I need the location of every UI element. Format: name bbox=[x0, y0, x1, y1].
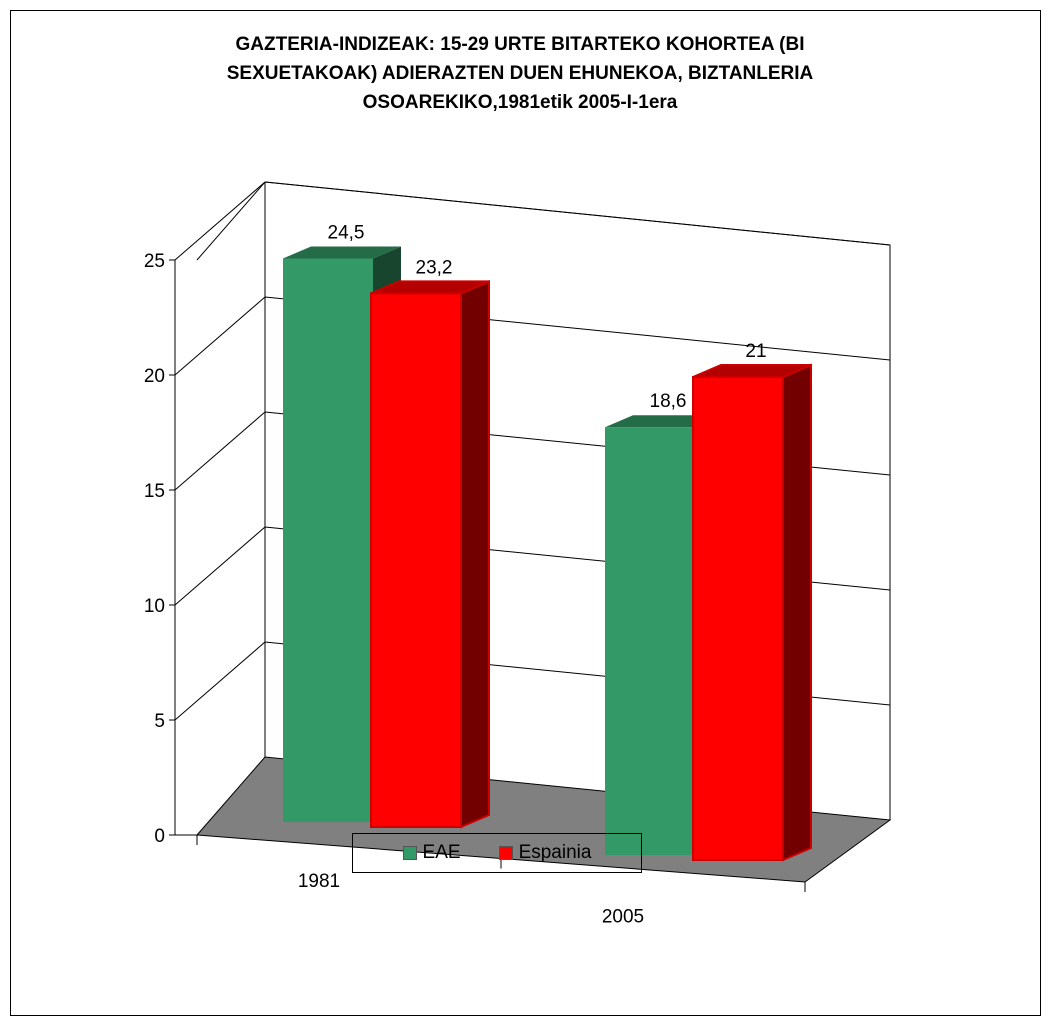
chart-title: GAZTERIA-INDIZEAK: 15-29 URTE BITARTEKO … bbox=[226, 34, 814, 113]
bar-side-espainia-1981 bbox=[460, 279, 490, 829]
gridline-side bbox=[174, 181, 266, 261]
gridline-side bbox=[174, 411, 266, 491]
gridline-back bbox=[264, 181, 891, 246]
y-tick-label: 20 bbox=[144, 366, 165, 387]
legend-swatch-eae bbox=[402, 846, 417, 860]
bar-side-espainia-2005 bbox=[782, 363, 812, 862]
gridline-side bbox=[174, 526, 266, 606]
bar-top-eae-1981 bbox=[283, 246, 401, 259]
x-category-label: 2005 bbox=[602, 906, 644, 927]
y-tick-label: 15 bbox=[144, 481, 165, 502]
legend-item-espainia: Espainia bbox=[498, 842, 592, 864]
legend-label-espainia: Espainia bbox=[518, 842, 592, 863]
bar-espainia-1981 bbox=[370, 292, 462, 828]
y-tick-label: 25 bbox=[144, 251, 165, 272]
x-category-label: 1981 bbox=[298, 871, 340, 892]
legend-swatch-espainia bbox=[498, 846, 513, 860]
gridline-side bbox=[174, 296, 266, 376]
side-wall-top-edge bbox=[196, 181, 266, 261]
bar-eae-1981 bbox=[283, 258, 373, 822]
bar-eae-2005 bbox=[605, 427, 695, 855]
y-tick-label: 0 bbox=[154, 826, 165, 847]
data-label-espainia-2005: 21 bbox=[745, 341, 766, 362]
legend-item-eae: EAE bbox=[402, 842, 461, 864]
data-label-eae-1981: 24,5 bbox=[328, 223, 365, 244]
bar-espainia-2005 bbox=[692, 376, 784, 861]
legend-label-eae: EAE bbox=[422, 842, 461, 863]
y-tick-label: 5 bbox=[154, 711, 165, 732]
y-tick-label: 10 bbox=[144, 596, 165, 617]
gridline-side bbox=[174, 641, 266, 721]
data-label-espainia-1981: 23,2 bbox=[416, 257, 453, 278]
data-label-eae-2005: 18,6 bbox=[650, 391, 687, 412]
legend: EAE Espainia bbox=[352, 833, 642, 873]
